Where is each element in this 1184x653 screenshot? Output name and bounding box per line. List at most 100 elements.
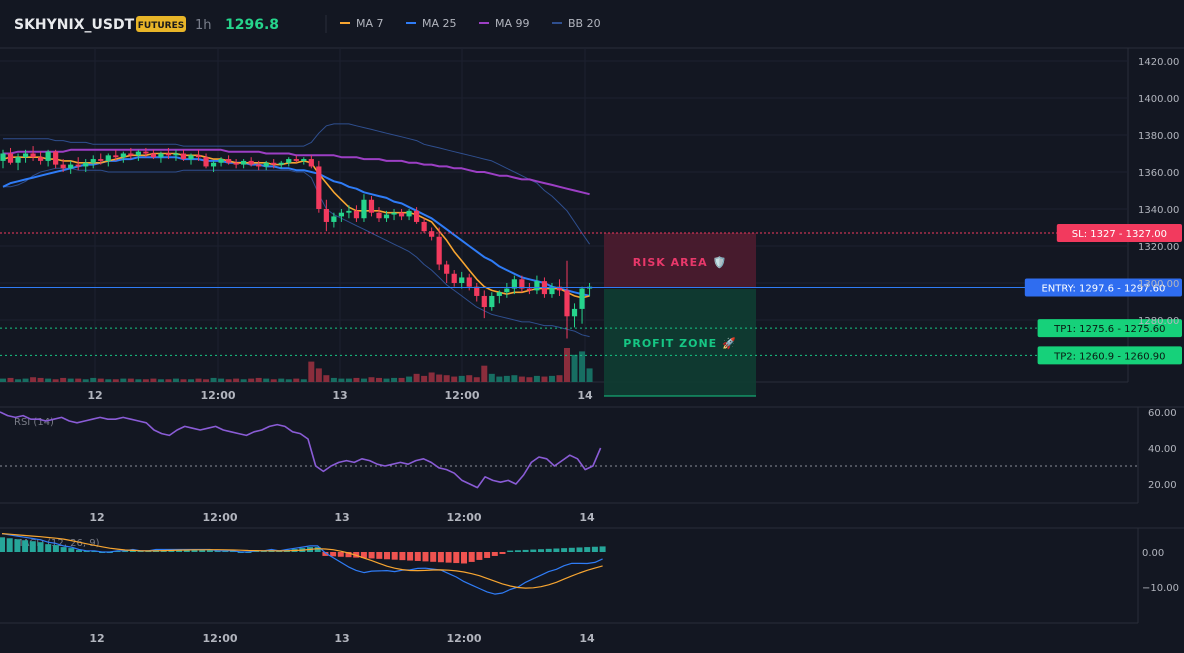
candle[interactable]	[444, 264, 450, 274]
candle[interactable]	[429, 231, 435, 237]
candle[interactable]	[256, 164, 262, 167]
tp1-tag[interactable]	[1037, 319, 1182, 338]
candle[interactable]	[233, 162, 239, 165]
sl-tag[interactable]	[1056, 224, 1182, 243]
candle[interactable]	[301, 159, 307, 161]
candle[interactable]	[481, 295, 487, 308]
legend-label-2[interactable]: MA 99	[495, 17, 530, 30]
candle[interactable]	[218, 159, 224, 163]
candle[interactable]	[98, 159, 104, 161]
candle[interactable]	[143, 151, 149, 154]
candle[interactable]	[383, 214, 390, 219]
candle[interactable]	[406, 210, 412, 217]
candle[interactable]	[511, 279, 517, 289]
volume-bar	[240, 379, 247, 382]
candle[interactable]	[376, 212, 382, 219]
macd-histogram-bar	[468, 552, 475, 562]
symbol-label: SKHYNIX_USDT	[14, 17, 135, 33]
candle[interactable]	[556, 286, 563, 291]
candle[interactable]	[210, 162, 217, 167]
candle[interactable]	[38, 157, 44, 161]
macd-panel[interactable]: MACD (12, 26, 9)0.00−10.00	[0, 533, 1179, 595]
candle[interactable]	[489, 295, 495, 308]
candle[interactable]	[60, 164, 66, 169]
interval-label[interactable]: 1h	[195, 18, 212, 33]
candle[interactable]	[105, 155, 111, 161]
candle[interactable]	[165, 153, 172, 156]
volume-bar	[45, 378, 52, 382]
legend-label-3[interactable]: BB 20	[568, 17, 601, 30]
candle[interactable]	[534, 281, 540, 291]
candle[interactable]	[519, 279, 525, 289]
candle[interactable]	[571, 308, 578, 317]
candle[interactable]	[45, 151, 51, 161]
candle[interactable]	[7, 153, 14, 163]
candle[interactable]	[331, 216, 337, 222]
candle[interactable]	[451, 273, 457, 283]
candle[interactable]	[308, 159, 314, 167]
volume-bar	[345, 378, 352, 382]
candle[interactable]	[68, 164, 74, 169]
candle[interactable]	[195, 155, 202, 158]
price-axis[interactable]: 1420.00 1400.00 1380.00 1360.00 1340.00 1320.…	[1138, 57, 1179, 327]
candle[interactable]	[368, 199, 375, 213]
candle[interactable]	[188, 155, 194, 160]
candle[interactable]	[278, 162, 284, 165]
candle[interactable]	[353, 210, 360, 219]
candle[interactable]	[22, 153, 29, 158]
volume-bar	[564, 348, 570, 382]
candle[interactable]	[226, 159, 232, 163]
rsi-label: RSI (14)	[14, 417, 54, 428]
candle[interactable]	[293, 159, 299, 161]
candle[interactable]	[316, 166, 322, 209]
candle[interactable]	[128, 153, 134, 156]
candle[interactable]	[135, 151, 141, 156]
candle[interactable]	[391, 212, 397, 215]
tp2-tag[interactable]	[1037, 346, 1182, 365]
candle[interactable]	[361, 199, 367, 219]
candle[interactable]	[75, 164, 81, 167]
candle[interactable]	[459, 277, 465, 283]
entry-tag[interactable]	[1024, 278, 1182, 297]
time-label-0-1: 12:00	[200, 389, 235, 402]
candle[interactable]	[564, 290, 570, 317]
candle[interactable]	[346, 210, 352, 213]
candle[interactable]	[504, 288, 510, 293]
candle[interactable]	[158, 153, 164, 158]
candle[interactable]	[241, 160, 247, 165]
candle[interactable]	[53, 151, 59, 165]
candle[interactable]	[474, 286, 480, 296]
candle[interactable]	[180, 153, 187, 160]
rsi-panel[interactable]: RSI (14) 60.00 40.00 20.00	[0, 408, 1177, 491]
candle[interactable]	[150, 153, 156, 158]
candle[interactable]	[421, 221, 427, 232]
candle[interactable]	[414, 210, 420, 222]
candle[interactable]	[466, 277, 472, 287]
candle[interactable]	[173, 153, 179, 156]
candle[interactable]	[286, 159, 292, 163]
candle[interactable]	[271, 162, 277, 165]
candle[interactable]	[398, 212, 405, 217]
tp1-tag-label: TP1: 1275.6 - 1275.60	[1053, 324, 1165, 335]
candle[interactable]	[549, 286, 555, 295]
candle[interactable]	[248, 160, 254, 165]
candle[interactable]	[120, 153, 126, 158]
candle[interactable]	[15, 157, 21, 163]
candle[interactable]	[203, 157, 209, 167]
candle[interactable]	[90, 159, 96, 163]
candle[interactable]	[436, 236, 442, 265]
candle[interactable]	[579, 288, 585, 309]
candle[interactable]	[263, 162, 269, 167]
candle[interactable]	[83, 162, 89, 167]
candle[interactable]	[0, 153, 6, 161]
candle[interactable]	[323, 209, 329, 222]
legend-label-0[interactable]: MA 7	[356, 17, 384, 30]
candle[interactable]	[496, 292, 502, 296]
volume-bar	[225, 379, 232, 382]
candle[interactable]	[526, 288, 532, 291]
candle[interactable]	[30, 153, 36, 158]
legend-label-1[interactable]: MA 25	[422, 17, 457, 30]
candle[interactable]	[113, 155, 119, 158]
candle[interactable]	[338, 212, 344, 217]
